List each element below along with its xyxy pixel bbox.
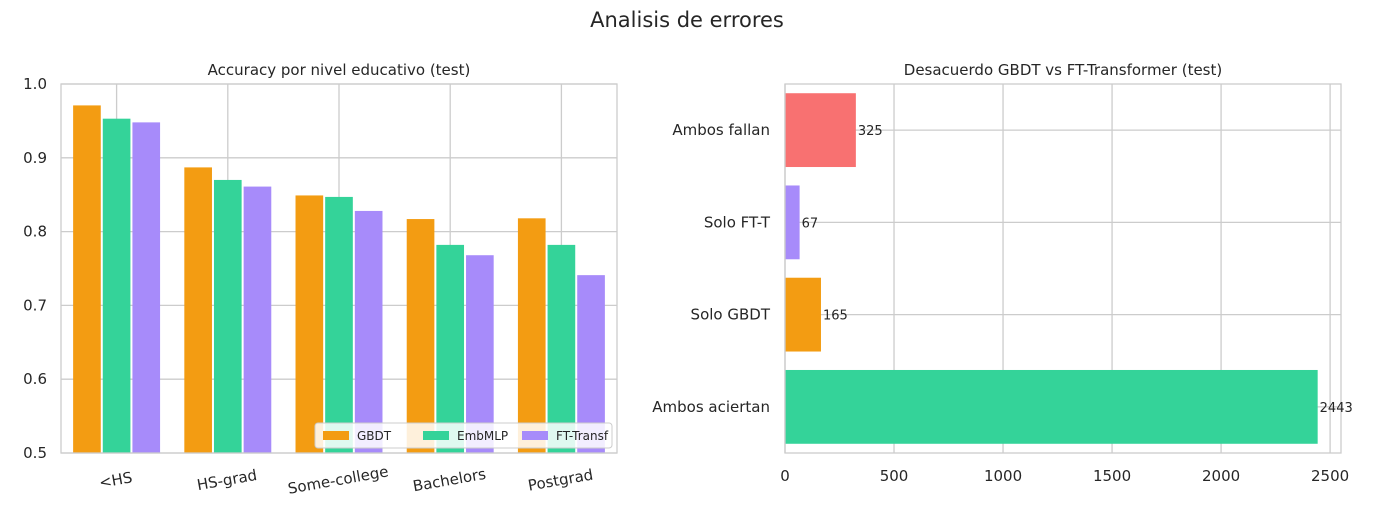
bar-gbdt-hs-grad: [184, 167, 212, 454]
x-tick-label: 2500: [1311, 467, 1349, 485]
y-tick-label-solo-gbdt: Solo GBDT: [691, 306, 771, 324]
value-label-ambos-fallan: 325: [858, 124, 883, 139]
y-tick-label: 0.5: [23, 444, 47, 462]
y-tick-label: 1.0: [23, 75, 47, 93]
disagreement-y-ticks: Ambos fallan Solo FT-T Solo GBDT Ambos acie…: [652, 121, 771, 416]
bar-ambos-aciertan: [785, 369, 1318, 444]
x-tick-label: 2000: [1202, 467, 1240, 485]
accuracy-bars: [73, 105, 605, 454]
bar-ft-transf-hs: [132, 122, 161, 453]
bar-ft-transf-bachelors: [466, 255, 494, 453]
x-tick-label-hs: <HS: [98, 468, 134, 492]
legend-swatch-embmlp: [423, 431, 449, 440]
value-label-solo-gbdt: 165: [823, 309, 848, 324]
figure-title: Analisis de errores: [590, 8, 784, 32]
bar-gbdt-bachelors: [406, 219, 435, 453]
y-tick-label: 0.6: [23, 370, 47, 388]
bar-embmlp-bachelors: [436, 244, 465, 453]
disagreement-x-ticks: 0 500 1000 1500 2000 2500: [780, 467, 1349, 485]
y-tick-label-solo-ft-t: Solo FT-T: [704, 213, 771, 231]
x-tick-label-hs-grad: HS-grad: [196, 466, 259, 494]
value-label-ambos-aciertan: 2443: [1320, 401, 1353, 416]
accuracy-frame: [60, 83, 618, 454]
x-tick-label-bachelors: Bachelors: [411, 465, 487, 496]
legend-swatch-ft-transf: [522, 431, 548, 440]
accuracy-legend: GBDT EmbMLP FT-Transf: [314, 422, 613, 449]
y-tick-label: 0.7: [23, 296, 47, 314]
y-tick-label-ambos-aciertan: Ambos aciertan: [652, 398, 770, 416]
bar-ft-transf-some-college: [354, 210, 383, 453]
y-tick-label: 0.8: [23, 223, 47, 241]
legend-swatch-gbdt: [323, 431, 349, 440]
bar-embmlp-postgrad: [547, 244, 576, 453]
value-label-solo-ft-t: 67: [802, 216, 819, 231]
disagreement-frame: [784, 83, 1342, 454]
x-tick-label: 1500: [1093, 467, 1131, 485]
x-tick-label-some-college: Some-college: [286, 462, 389, 497]
x-tick-label: 500: [880, 467, 909, 485]
x-tick-label-postgrad: Postgrad: [527, 465, 595, 494]
bar-embmlp-hs-grad: [213, 179, 242, 453]
disagreement-chart-title: Desacuerdo GBDT vs FT-Transformer (test): [904, 61, 1222, 79]
legend-label-ft-transf: FT-Transf: [556, 429, 609, 443]
accuracy-chart: Accuracy por nivel educativo (test) 0.50…: [23, 61, 618, 498]
legend-label-gbdt: GBDT: [357, 429, 392, 443]
bar-ft-transf-hs-grad: [243, 186, 272, 453]
accuracy-x-ticks: <HS HS-grad Some-college Bachelors Postgrad: [98, 462, 595, 497]
bar-ambos-fallan: [785, 93, 856, 168]
bar-embmlp-some-college: [325, 196, 353, 453]
bar-gbdt-some-college: [295, 195, 324, 454]
accuracy-chart-title: Accuracy por nivel educativo (test): [208, 61, 471, 79]
legend-box: [314, 422, 613, 449]
bar-gbdt-postgrad: [517, 218, 546, 453]
x-tick-label: 0: [780, 467, 790, 485]
x-tick-label: 1000: [984, 467, 1022, 485]
y-tick-label: 0.9: [23, 149, 47, 167]
bar-solo-gbdt: [785, 277, 821, 352]
disagreement-value-labels: 325 67 165 2443: [802, 124, 1353, 416]
disagreement-bars: [785, 93, 1318, 444]
accuracy-y-ticks: 0.5 0.6 0.7 0.8 0.9 1.0: [23, 75, 47, 462]
y-tick-label-ambos-fallan: Ambos fallan: [672, 121, 770, 139]
legend-label-embmlp: EmbMLP: [457, 429, 508, 443]
bar-embmlp-hs: [102, 118, 131, 453]
bar-solo-ft-t: [785, 185, 800, 260]
disagreement-chart: Desacuerdo GBDT vs FT-Transformer (test)…: [652, 61, 1353, 485]
bar-gbdt-hs: [73, 105, 101, 453]
